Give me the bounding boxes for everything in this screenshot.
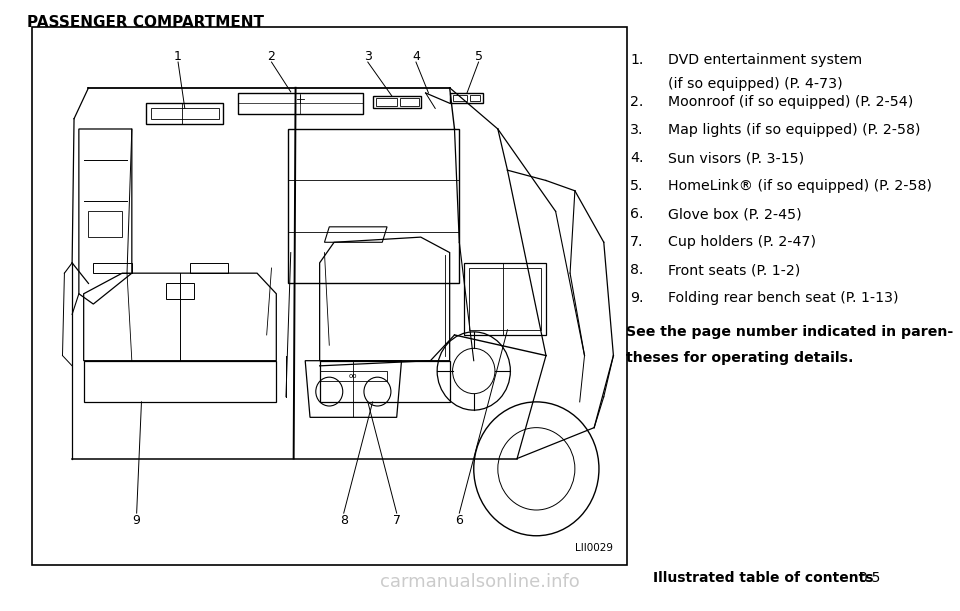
Text: 8.: 8. [630,263,643,277]
Text: 4: 4 [412,50,420,64]
Text: 6: 6 [455,514,464,527]
Text: 3: 3 [364,50,372,64]
Text: Map lights (if so equipped) (P. 2-58): Map lights (if so equipped) (P. 2-58) [668,123,921,137]
Text: Front seats (P. 1-2): Front seats (P. 1-2) [668,263,801,277]
Text: carmanualsonline.info: carmanualsonline.info [380,573,580,591]
Text: 7: 7 [393,514,400,527]
Text: 4.: 4. [630,151,643,165]
Text: 8: 8 [340,514,348,527]
Text: 9.: 9. [630,291,643,305]
Text: LII0029: LII0029 [575,543,613,554]
Text: PASSENGER COMPARTMENT: PASSENGER COMPARTMENT [27,15,264,30]
Text: 2: 2 [268,50,276,64]
Text: Glove box (P. 2-45): Glove box (P. 2-45) [668,207,802,221]
Text: 6.: 6. [630,207,643,221]
Text: 3.: 3. [630,123,643,137]
Text: 7.: 7. [630,235,643,249]
Text: oo: oo [349,373,358,379]
Text: HomeLink® (if so equipped) (P. 2-58): HomeLink® (if so equipped) (P. 2-58) [668,179,932,193]
Text: 5: 5 [474,50,483,64]
Text: 0-5: 0-5 [858,571,880,585]
Text: 1: 1 [174,50,182,64]
Text: 5.: 5. [630,179,643,193]
Text: (if so equipped) (P. 4-73): (if so equipped) (P. 4-73) [668,77,843,91]
Text: 9: 9 [132,514,140,527]
Text: Illustrated table of contents: Illustrated table of contents [653,571,874,585]
Text: 2.: 2. [630,95,643,109]
Text: Sun visors (P. 3-15): Sun visors (P. 3-15) [668,151,804,165]
Bar [32,27,627,565]
Text: 1.: 1. [630,53,643,67]
Text: theses for operating details.: theses for operating details. [626,351,853,365]
Text: Cup holders (P. 2-47): Cup holders (P. 2-47) [668,235,816,249]
Text: Folding rear bench seat (P. 1-13): Folding rear bench seat (P. 1-13) [668,291,899,305]
Text: DVD entertainment system: DVD entertainment system [668,53,862,67]
Text: See the page number indicated in paren-: See the page number indicated in paren- [626,325,953,339]
Text: Moonroof (if so equipped) (P. 2-54): Moonroof (if so equipped) (P. 2-54) [668,95,913,109]
